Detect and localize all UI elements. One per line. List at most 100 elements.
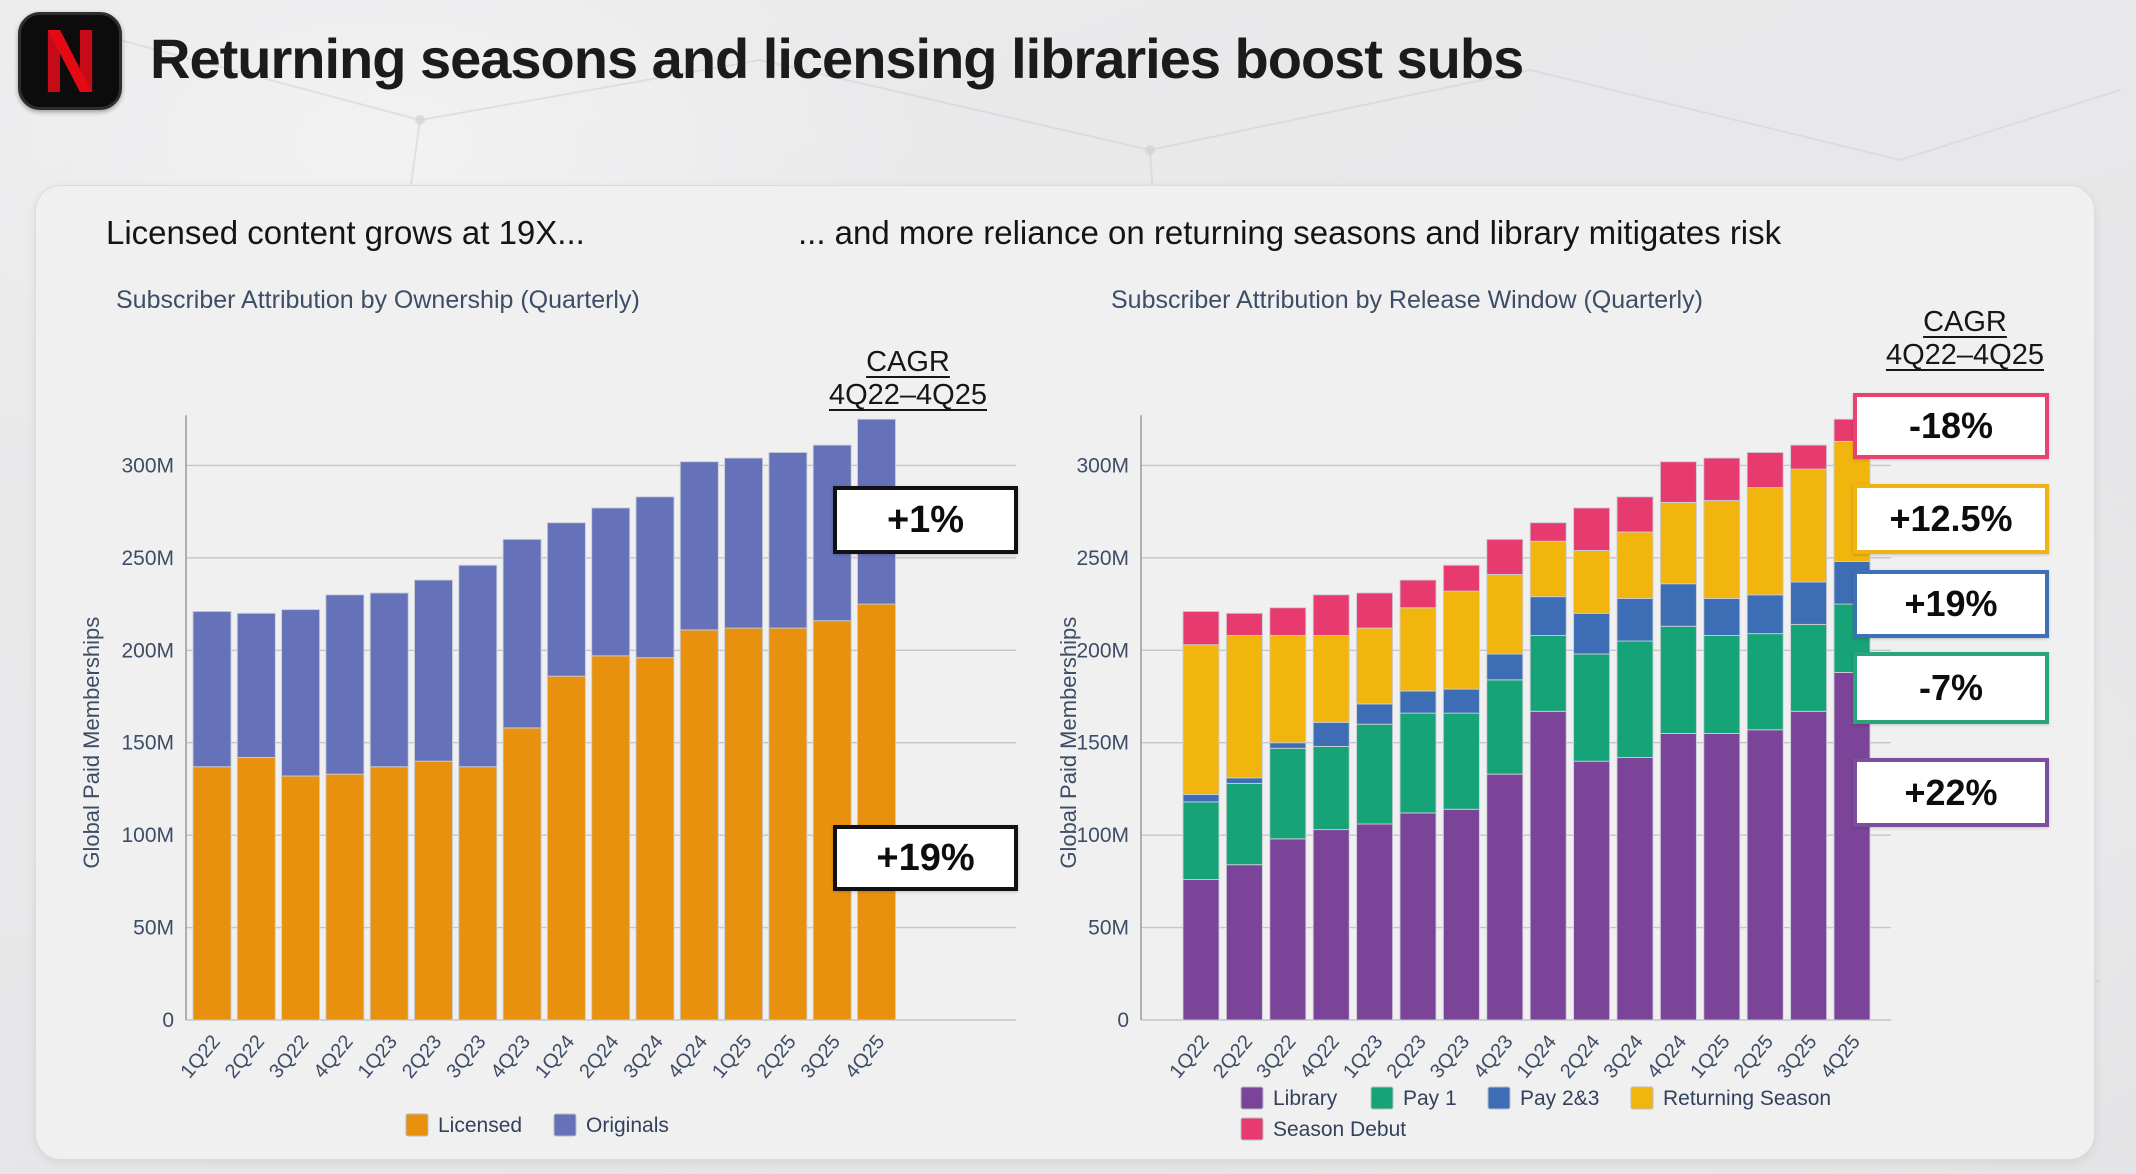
bar-segment — [1703, 457, 1741, 501]
x-axis-tick-label: 4Q22 — [1296, 1031, 1344, 1083]
chart-legend: Licensed Originals — [405, 1113, 669, 1137]
bar-segment — [281, 609, 321, 777]
legend-label: Season Debut — [1273, 1118, 1406, 1141]
y-axis-tick-label: 250M — [1076, 547, 1129, 570]
cagr-header-right: CAGR 4Q22–4Q25 — [1845, 306, 2085, 373]
chart-title-ownership: Subscriber Attribution by Ownership (Qua… — [116, 286, 640, 314]
cagr-value-box: -18% — [1853, 393, 2049, 459]
chart-legend: Library Pay 1 Pay 2&3 Returning Season Seaso… — [1240, 1086, 1831, 1141]
bar-segment — [1442, 564, 1480, 592]
y-axis-tick-label: 100M — [121, 824, 174, 847]
cagr-heading: CAGR — [1923, 306, 2007, 338]
bar-segment — [1399, 607, 1437, 692]
y-axis-title: Global Paid Memberships — [1056, 617, 1081, 869]
chart-canvas: 0 50M 100M 150M 200M 250M 300M 1Q222Q223Q224Q22… — [79, 415, 1016, 1137]
bar-segment — [1356, 592, 1394, 629]
x-axis-tick-label: 2Q23 — [398, 1031, 446, 1083]
x-axis-tick-label: 2Q24 — [1556, 1031, 1604, 1083]
bar-segment — [1790, 710, 1828, 1021]
y-axis-tick-label: 50M — [1088, 917, 1129, 940]
bar-segment — [1659, 733, 1697, 1021]
bar-segment — [1182, 801, 1220, 880]
bar-segment — [414, 760, 453, 1021]
bar-segment — [1529, 635, 1567, 712]
y-axis-tick-label: 0 — [1117, 1009, 1129, 1032]
x-axis-tick-label: 4Q24 — [664, 1031, 712, 1083]
x-axis-tick-label: 2Q22 — [1209, 1031, 1257, 1083]
subtitle-reliance-risk: ... and more reliance on returning seaso… — [798, 214, 1782, 251]
bar-segment — [1399, 712, 1437, 814]
bar-segment — [1703, 500, 1741, 599]
cagr-header-left: CAGR 4Q22–4Q25 — [808, 346, 1008, 413]
bar-segment — [1442, 808, 1480, 1021]
bar-segment — [857, 603, 896, 1021]
bar-segment — [236, 612, 276, 758]
bar-segment — [1442, 712, 1480, 810]
bar-segment — [1529, 596, 1567, 636]
bar-segment — [1182, 611, 1220, 646]
bar-segment — [1486, 574, 1524, 655]
bar-segment — [1312, 721, 1350, 747]
bar-segment — [1269, 838, 1307, 1021]
bar-segment — [1356, 703, 1394, 725]
legend-label: Returning Season — [1663, 1087, 1831, 1110]
bar-segment — [1659, 461, 1697, 503]
legend-swatch — [1487, 1086, 1511, 1110]
x-axis-tick-label: 4Q23 — [1469, 1031, 1517, 1083]
y-axis-tick-label: 0 — [162, 1009, 174, 1032]
x-axis-tick-label: 1Q22 — [1166, 1031, 1214, 1083]
legend-label: Originals — [586, 1114, 669, 1137]
bar-segment — [1312, 594, 1350, 636]
bar-segment — [1312, 745, 1350, 831]
x-axis-tick-label: 3Q25 — [1773, 1031, 1821, 1083]
legend-label: Licensed — [438, 1114, 522, 1137]
cagr-value-box: +1% — [833, 486, 1018, 554]
x-axis-tick-label: 2Q25 — [1730, 1031, 1778, 1083]
legend-swatch — [1240, 1086, 1264, 1110]
bar-segment — [1790, 623, 1828, 712]
x-axis-tick-label: 2Q25 — [752, 1031, 800, 1083]
legend-label: Pay 1 — [1403, 1087, 1457, 1110]
chart-canvas: 0 50M 100M 150M 200M 250M 300M 1Q222Q223Q224Q22… — [1056, 415, 1891, 1141]
y-axis-tick-label: 300M — [1076, 454, 1129, 477]
bar-segment — [325, 773, 365, 1021]
bar-segment — [1269, 747, 1307, 840]
bar-segment — [1833, 672, 1871, 1021]
ownership-stacked-bar-chart: 0 50M 100M 150M 200M 250M 300M 1Q22 2Q22 3Q22 4Q22… — [61, 331, 1041, 1151]
bar-segment — [502, 727, 542, 1021]
bar-series — [192, 418, 896, 1021]
bar-segment — [1529, 522, 1567, 542]
bar-segment — [1703, 635, 1741, 734]
bar-segment — [546, 675, 586, 1021]
bar-segment — [768, 452, 808, 629]
y-axis-tick-label: 250M — [121, 547, 174, 570]
bar-segment — [679, 629, 719, 1021]
bar-segment — [1659, 583, 1697, 627]
bar-segment — [1399, 579, 1437, 609]
cagr-value-box: +19% — [1853, 570, 2049, 638]
cagr-value-box: +12.5% — [1853, 484, 2049, 554]
bar-segment — [591, 507, 631, 657]
bar-segment — [1356, 627, 1394, 705]
bar-segment — [1486, 653, 1524, 681]
x-axis-tick-label: 3Q23 — [442, 1031, 490, 1083]
cagr-range: 4Q22–4Q25 — [1885, 339, 2044, 372]
x-axis-tick-label: 4Q25 — [1817, 1031, 1865, 1083]
y-axis-tick-label: 200M — [121, 639, 174, 662]
bar-segment — [546, 522, 586, 677]
bar-segment — [369, 592, 409, 768]
bar-segment — [812, 620, 852, 1021]
bar-segment — [1659, 625, 1697, 734]
bar-segment — [1573, 760, 1611, 1021]
bar-segment — [1616, 640, 1654, 758]
legend-swatch — [1370, 1086, 1394, 1110]
bar-segment — [679, 461, 719, 631]
bar-segment — [1746, 487, 1784, 596]
bar-segment — [1790, 444, 1828, 470]
page-title: Returning seasons and licensing librarie… — [150, 27, 1524, 90]
bar-segment — [1356, 823, 1394, 1021]
bar-segment — [1529, 540, 1567, 598]
bar-segment — [1790, 468, 1828, 583]
cagr-value-box: +19% — [833, 825, 1018, 891]
x-axis-tick-label: 3Q22 — [1252, 1031, 1300, 1083]
